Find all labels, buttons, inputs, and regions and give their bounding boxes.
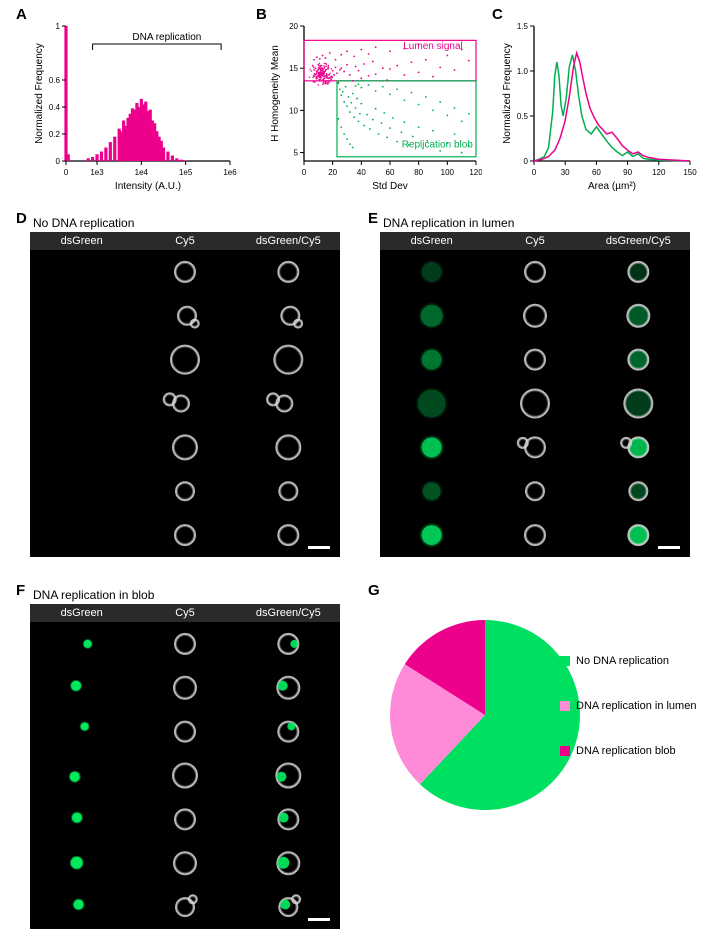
micrograph-f: dsGreen Cy5 dsGreen/Cy5 bbox=[30, 604, 340, 929]
col-dsgreen: dsGreen bbox=[30, 607, 133, 619]
svg-text:0: 0 bbox=[532, 168, 537, 177]
svg-text:Normalized Frequency: Normalized Frequency bbox=[34, 43, 45, 144]
chart-g bbox=[385, 610, 595, 820]
svg-text:1.0: 1.0 bbox=[517, 67, 529, 76]
label-d: D bbox=[16, 210, 27, 227]
svg-text:Lumen signal: Lumen signal bbox=[403, 41, 462, 52]
legend-label-1: DNA replication in lumen bbox=[576, 700, 696, 712]
svg-text:120: 120 bbox=[652, 168, 666, 177]
svg-text:0: 0 bbox=[64, 168, 69, 177]
svg-text:40: 40 bbox=[357, 168, 366, 177]
svg-text:120: 120 bbox=[469, 168, 482, 177]
scalebar-d bbox=[308, 546, 330, 549]
svg-text:0.2: 0.2 bbox=[49, 130, 61, 139]
chart-a: 0 1e3 1e4 1e5 1e6 0 0.2 0.4 0.6 1 Intensity (A.U.)… bbox=[30, 16, 240, 196]
label-g: G bbox=[368, 582, 380, 599]
svg-text:Intensity (A.U.): Intensity (A.U.) bbox=[115, 181, 181, 192]
micro-header-d: dsGreen Cy5 dsGreen/Cy5 bbox=[30, 232, 340, 250]
svg-text:0.6: 0.6 bbox=[49, 76, 61, 85]
legend-label-0: No DNA replication bbox=[576, 655, 669, 667]
svg-text:Area (µm²): Area (µm²) bbox=[588, 181, 636, 192]
title-e: DNA replication in lumen bbox=[383, 216, 514, 230]
svg-text:0: 0 bbox=[302, 168, 307, 177]
swatch-lumen bbox=[560, 701, 570, 711]
svg-text:Normalized Frequency: Normalized Frequency bbox=[502, 43, 513, 144]
col-merge: dsGreen/Cy5 bbox=[237, 607, 340, 619]
col-dsgreen: dsGreen bbox=[30, 235, 133, 247]
svg-text:90: 90 bbox=[623, 168, 632, 177]
svg-text:60: 60 bbox=[592, 168, 601, 177]
col-cy5: Cy5 bbox=[483, 235, 586, 247]
scalebar-f bbox=[308, 918, 330, 921]
swatch-no-rep bbox=[560, 656, 570, 666]
svg-text:150: 150 bbox=[683, 168, 697, 177]
col-merge: dsGreen/Cy5 bbox=[237, 235, 340, 247]
svg-text:20: 20 bbox=[328, 168, 337, 177]
svg-text:1e4: 1e4 bbox=[135, 168, 149, 177]
svg-text:80: 80 bbox=[414, 168, 423, 177]
legend-label-2: DNA replication blob bbox=[576, 745, 676, 757]
col-cy5: Cy5 bbox=[133, 235, 236, 247]
svg-text:0: 0 bbox=[56, 157, 61, 166]
svg-text:0: 0 bbox=[524, 157, 529, 166]
svg-text:30: 30 bbox=[561, 168, 570, 177]
label-f: F bbox=[16, 582, 25, 599]
svg-text:H Homogeneity Mean: H Homogeneity Mean bbox=[270, 45, 281, 142]
title-f: DNA replication in blob bbox=[33, 588, 154, 602]
label-e: E bbox=[368, 210, 378, 227]
col-cy5: Cy5 bbox=[133, 607, 236, 619]
svg-text:100: 100 bbox=[441, 168, 455, 177]
svg-text:20: 20 bbox=[289, 22, 298, 31]
svg-text:1e6: 1e6 bbox=[223, 168, 237, 177]
figure: A B C D E F G 01e31e41e51e600.20.40.61In… bbox=[0, 0, 708, 939]
svg-text:10: 10 bbox=[289, 106, 298, 115]
micro-header-e: dsGreen Cy5 dsGreen/Cy5 bbox=[380, 232, 690, 250]
svg-text:60: 60 bbox=[386, 168, 395, 177]
chart-b: 0 20 40 60 80 100 120 5 10 15 20 Std Dev H Homogenei… bbox=[266, 16, 482, 196]
swatch-blob bbox=[560, 746, 570, 756]
scalebar-e bbox=[658, 546, 680, 549]
chart-c: 0 30 60 90 120 150 0 0.5 1.0 1.5 Area (µm²) Normali… bbox=[498, 16, 698, 196]
svg-text:DNA replication: DNA replication bbox=[132, 32, 201, 43]
svg-text:1e3: 1e3 bbox=[90, 168, 104, 177]
legend-no-rep: No DNA replication bbox=[560, 655, 669, 667]
svg-text:15: 15 bbox=[289, 64, 298, 73]
title-d: No DNA replication bbox=[33, 216, 134, 230]
svg-text:1: 1 bbox=[56, 22, 61, 31]
col-merge: dsGreen/Cy5 bbox=[587, 235, 690, 247]
svg-text:1.5: 1.5 bbox=[517, 22, 529, 31]
label-a: A bbox=[16, 6, 27, 23]
svg-text:0.4: 0.4 bbox=[49, 103, 61, 112]
col-dsgreen: dsGreen bbox=[380, 235, 483, 247]
svg-text:Replication blob: Replication blob bbox=[402, 140, 474, 151]
micrograph-e: dsGreen Cy5 dsGreen/Cy5 bbox=[380, 232, 690, 557]
svg-text:Std Dev: Std Dev bbox=[372, 181, 408, 192]
legend-blob: DNA replication blob bbox=[560, 745, 676, 757]
svg-text:1e5: 1e5 bbox=[179, 168, 193, 177]
svg-text:0.5: 0.5 bbox=[517, 112, 529, 121]
svg-text:5: 5 bbox=[294, 149, 299, 158]
micrograph-d: dsGreen Cy5 dsGreen/Cy5 bbox=[30, 232, 340, 557]
micro-header-f: dsGreen Cy5 dsGreen/Cy5 bbox=[30, 604, 340, 622]
legend-lumen: DNA replication in lumen bbox=[560, 700, 696, 712]
